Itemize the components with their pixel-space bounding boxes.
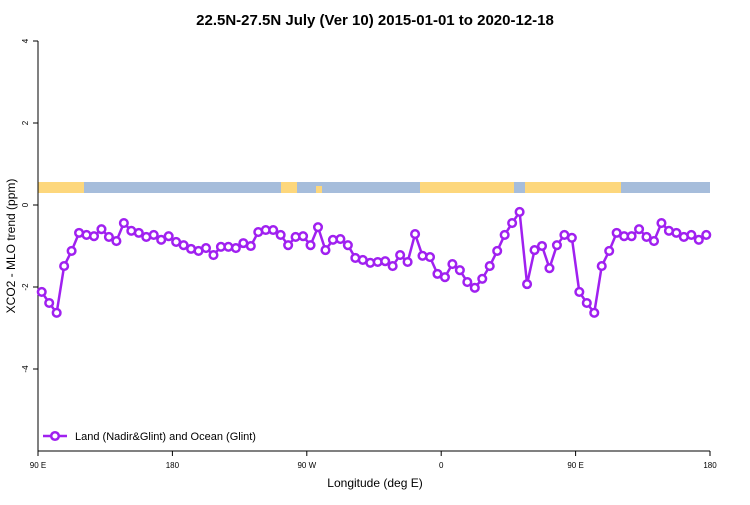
- data-point: [395, 249, 406, 261]
- data-point: [574, 286, 585, 297]
- data-point: [566, 232, 577, 243]
- data-point: [298, 231, 309, 242]
- data-point: [648, 236, 660, 247]
- data-point: [163, 231, 174, 242]
- land-band: [38, 182, 84, 193]
- data-point: [103, 231, 114, 243]
- data-point: [387, 261, 398, 272]
- data-point: [148, 229, 159, 240]
- data-point: [88, 231, 100, 242]
- data-point: [522, 279, 533, 290]
- data-point: [36, 286, 47, 297]
- data-point: [268, 224, 279, 236]
- x-axis-label: Longitude (deg E): [327, 476, 422, 490]
- legend-marker: [49, 430, 61, 442]
- data-point: [544, 263, 555, 274]
- data-point: [59, 261, 70, 272]
- data-point: [208, 249, 219, 261]
- land-ocean-strip: [38, 182, 710, 193]
- data-point: [447, 258, 458, 270]
- x-tick-label: 0: [439, 461, 444, 470]
- data-point: [492, 245, 503, 256]
- data-point: [118, 217, 129, 229]
- data-point: [305, 240, 316, 251]
- data-point: [320, 245, 331, 256]
- x-tick-label: 180: [703, 461, 717, 470]
- data-point: [551, 240, 562, 251]
- land-band: [420, 182, 514, 193]
- data-point: [701, 229, 712, 240]
- data-point: [507, 217, 518, 229]
- x-tick-label: 180: [166, 461, 180, 470]
- data-point: [410, 229, 421, 240]
- legend-label: Land (Nadir&Glint) and Ocean (Glint): [75, 431, 256, 443]
- data-point: [626, 231, 637, 242]
- data-point: [596, 261, 607, 272]
- y-tick-label: 0: [21, 202, 30, 207]
- data-point: [245, 240, 256, 252]
- data-point: [342, 240, 353, 251]
- data-point: [581, 297, 592, 309]
- data-point: [484, 261, 495, 272]
- y-tick-label: 4: [21, 38, 30, 43]
- x-tick-label: 90 W: [297, 461, 316, 470]
- land-band: [525, 182, 621, 193]
- land-band: [281, 182, 297, 193]
- data-point: [335, 233, 346, 245]
- data-point: [604, 245, 615, 256]
- data-point: [133, 227, 144, 238]
- data-point: [111, 236, 122, 247]
- x-tick-label: 90 E: [30, 461, 46, 470]
- data-point: [514, 206, 525, 218]
- data-point: [156, 234, 167, 245]
- data-point: [536, 240, 548, 252]
- data-point: [589, 307, 600, 318]
- data-point: [693, 234, 704, 245]
- data-point: [66, 245, 77, 256]
- data-point: [200, 243, 212, 254]
- data-point: [312, 222, 324, 233]
- data-point: [671, 227, 682, 238]
- data-point: [275, 229, 286, 240]
- ocean-band: [38, 182, 710, 193]
- data-point: [634, 224, 645, 235]
- data-point: [402, 256, 413, 268]
- data-point: [454, 265, 465, 276]
- data-point: [641, 231, 652, 243]
- y-tick-label: -2: [21, 283, 30, 291]
- data-point: [178, 240, 189, 251]
- y-axis-label: XCO2 - MLO trend (ppm): [4, 179, 18, 314]
- data-point: [686, 229, 697, 240]
- data-point: [380, 256, 391, 267]
- chart-title: 22.5N-27.5N July (Ver 10) 2015-01-01 to …: [196, 12, 554, 29]
- data-point: [424, 252, 436, 263]
- data-point: [51, 307, 62, 318]
- land-band: [316, 186, 322, 193]
- y-tick-label: -4: [21, 365, 30, 373]
- data-point: [230, 243, 241, 254]
- data-point: [656, 217, 667, 229]
- data-point: [439, 272, 450, 283]
- data-point: [477, 273, 488, 284]
- data-point: [44, 297, 55, 309]
- data-point: [96, 224, 107, 235]
- y-tick-label: 2: [21, 120, 30, 125]
- data-point: [469, 282, 480, 293]
- data-point: [499, 229, 510, 240]
- data-point: [462, 277, 473, 288]
- data-point: [529, 245, 540, 256]
- data-point: [283, 240, 294, 251]
- x-tick-label: 90 E: [567, 461, 583, 470]
